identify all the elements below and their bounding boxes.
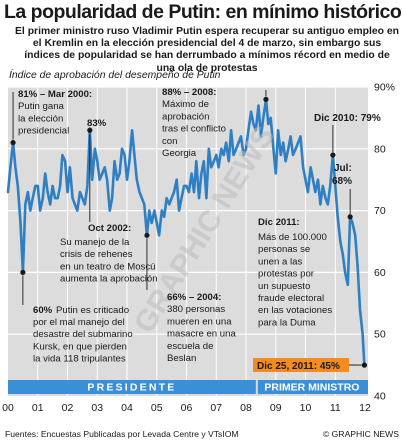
annotation-dic-2011-label: Dic 2011: (258, 217, 300, 228)
annotation-kursk-text: Putin es criticado (56, 305, 129, 316)
footer-credit: © GRAPHIC NEWS (323, 429, 399, 439)
x-tick-label: 06 (181, 402, 193, 414)
x-tick-label: 12 (359, 402, 371, 414)
annotation-2008-text: con (162, 136, 177, 147)
y-tick-label: 60 (374, 267, 386, 279)
x-tick-label: 09 (270, 402, 282, 414)
annotation-kursk-text: por el mal manejo del (33, 317, 125, 328)
annotation-oct-2002-label: Oct 2002: (88, 223, 131, 234)
y-tick-label: 40 (374, 391, 386, 403)
annotation-oct-2002-text: crisis de rehenes (60, 249, 133, 260)
annotation-83-label: 83% (87, 118, 107, 129)
data-point (144, 232, 150, 238)
x-tick-label: 03 (91, 402, 103, 414)
chart-title: Índice de aprobación del desempeño de Pu… (9, 68, 221, 81)
x-tick-label: 04 (121, 402, 133, 414)
data-point (347, 214, 353, 220)
annotation-oct-2002-text: en un teatro de Moscú (60, 261, 155, 272)
annotation-kursk-text: desastre del submarino (33, 329, 133, 340)
annotation-2008-label: 88% – 2008: (162, 87, 216, 98)
annotation-mar-2000-text: presidencial (18, 126, 69, 137)
period-label-pm: PRIMER MINISTRO (264, 382, 359, 394)
period-bar-presidente (8, 380, 256, 394)
annotation-kursk-label: 60% (33, 305, 53, 316)
x-tick-label: 02 (62, 402, 74, 414)
y-tick-label: 70 (374, 205, 386, 217)
annotation-oct-2002-text: aumenta la aprobación (60, 274, 158, 285)
period-label-presidente: PRESIDENTE (87, 382, 176, 394)
annotation-beslan-text: 380 personas (167, 304, 225, 315)
annotation-2008-text: Máximo de (162, 99, 209, 110)
annotation-oct-2002-text: Su manejo de la (60, 237, 130, 248)
data-point (361, 362, 368, 368)
data-point (263, 96, 269, 102)
x-tick-label: 10 (300, 402, 312, 414)
data-point (87, 127, 93, 133)
page-title: La popularidad de Putin: en mínimo histó… (4, 1, 402, 23)
annotation-2008-text: Georgia (162, 148, 197, 159)
annotation-dic-2011-text: protestas por (258, 269, 315, 280)
annotation-dic-2011-text: en las votaciones (258, 305, 332, 316)
annotation-jul-value: 68% (332, 176, 352, 187)
annotation-mar-2000-text: Putin gana (18, 101, 65, 112)
data-point (330, 152, 336, 158)
annotation-dic-2011-text: un supuesto (258, 281, 310, 292)
annotation-dic-2011-text: unen a las (258, 256, 302, 267)
annotation-kursk-text: la vida 118 tripulantes (33, 354, 126, 365)
series-line (6, 98, 366, 367)
subtitle: El primer ministro ruso Vladimir Putin e… (15, 26, 399, 74)
annotation-2008-text: aprobación (162, 111, 209, 122)
annotation-beslan-text: Beslan (167, 353, 196, 364)
annotation-mar-2000-label: 81% – Mar 2000: (18, 89, 92, 100)
y-tick-label: 90% (374, 82, 395, 94)
y-tick-label: 50 (374, 329, 386, 341)
annotation-jul-label: Jul: (334, 163, 352, 174)
x-tick-label: 01 (32, 402, 44, 414)
annotation-dec25-box (253, 358, 349, 372)
x-tick-label: 07 (210, 402, 222, 414)
annotation-dic-2011-text: personas se (258, 244, 310, 255)
y-tick-label: 80 (374, 143, 386, 155)
annotation-dic-2011-text: fraude electoral (258, 293, 324, 304)
annotation-dec25-label: Dic 25, 2011: 45% (257, 361, 340, 372)
annotation-dic-2010-label: Dic 2010: 79% (314, 113, 381, 124)
annotation-beslan-text: masacre en una (167, 329, 236, 340)
annotation-dic-2011-text: Más de 100.000 (258, 232, 327, 243)
annotation-beslan-text: escuela de (167, 341, 213, 352)
footer-source: Fuentes: Encuestas Publicadas por Levada… (5, 429, 239, 439)
data-point (20, 269, 26, 275)
annotation-beslan-label: 66% – 2004: (167, 292, 221, 303)
annotation-mar-2000-text: la elección (18, 113, 63, 124)
annotation-dic-2011-text: para la Duma (258, 317, 316, 328)
data-point (10, 140, 16, 146)
period-bar-pm (257, 380, 368, 394)
annotation-kursk-text: Kursk, en que pierden (33, 341, 127, 352)
x-tick-label: 11 (330, 402, 341, 414)
x-tick-label: 05 (151, 402, 163, 414)
annotation-2008-text: tras el conflicto (162, 124, 226, 135)
annotation-beslan-text: mueren en una (167, 316, 232, 327)
x-tick-label: 08 (240, 402, 252, 414)
x-tick-label: 00 (2, 402, 14, 414)
